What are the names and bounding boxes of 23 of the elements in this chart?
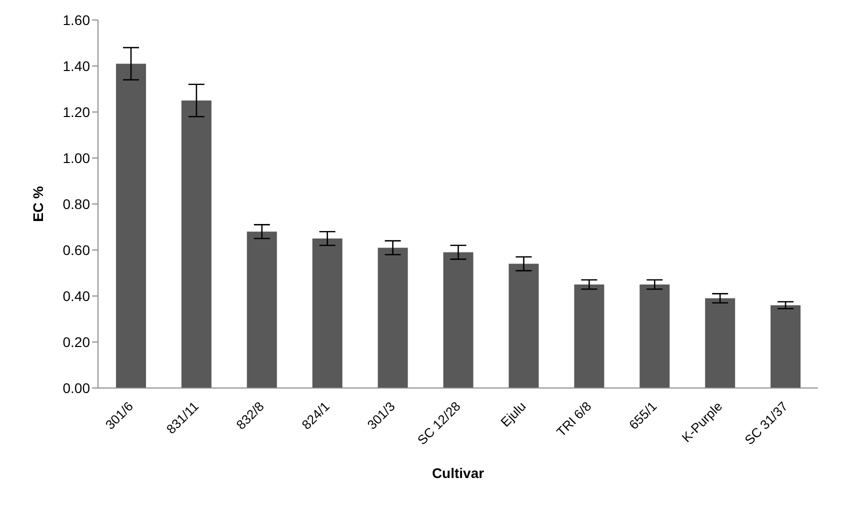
bar — [508, 264, 539, 388]
bar — [574, 284, 604, 388]
bar — [443, 252, 474, 388]
x-tick-label: TRI 6/8 — [553, 398, 594, 440]
bar — [116, 64, 146, 388]
y-axis-title: EC % — [30, 186, 46, 222]
y-tick-label: 0.00 — [62, 380, 90, 396]
y-tick-label: 1.40 — [62, 58, 90, 74]
bar — [246, 232, 277, 388]
y-tick-label: 0.80 — [62, 196, 90, 212]
x-axis-title: Cultivar — [432, 465, 485, 481]
bar — [705, 298, 736, 388]
y-tick-label: 0.60 — [62, 242, 90, 258]
bar — [640, 284, 670, 388]
bar — [181, 100, 212, 388]
y-tick-label: 1.20 — [62, 104, 90, 120]
y-tick-label: 0.20 — [62, 334, 90, 350]
bar — [378, 248, 408, 388]
bar — [770, 305, 801, 388]
y-tick-label: 1.00 — [62, 150, 90, 166]
y-tick-label: 1.60 — [62, 12, 90, 28]
y-tick-label: 0.40 — [62, 288, 90, 304]
bar — [312, 238, 342, 388]
